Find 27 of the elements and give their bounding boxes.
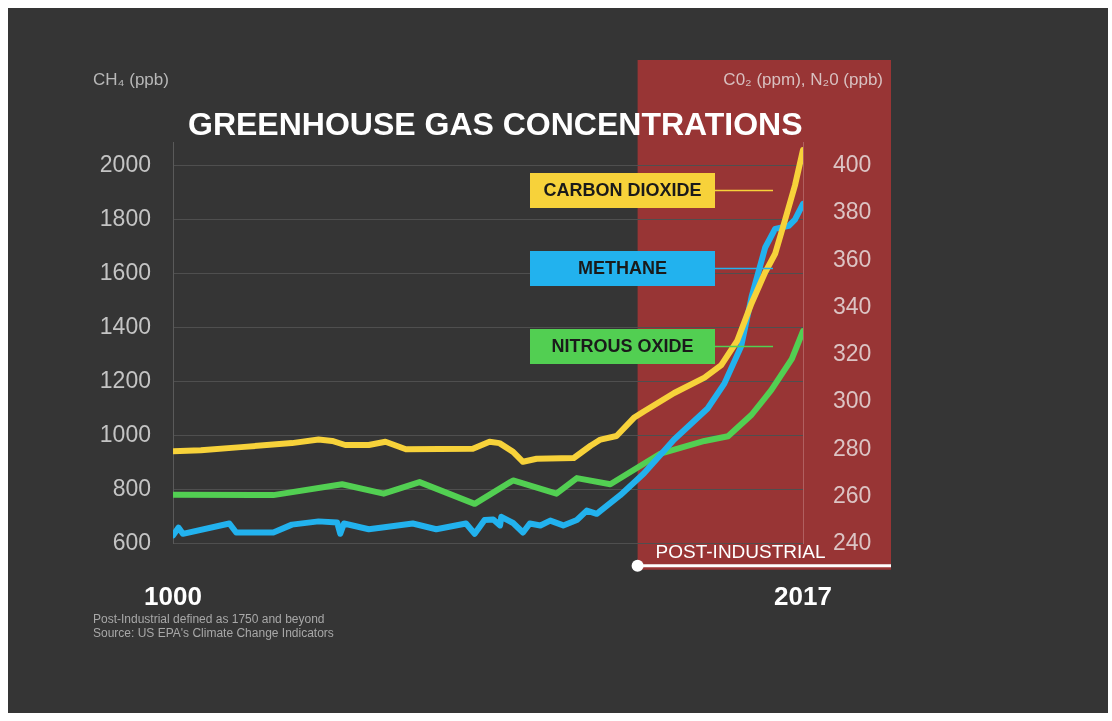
y2-tick-label: 380 [833,198,872,225]
y-tick-label: 600 [112,529,151,556]
y2-tick-label: 280 [833,434,872,461]
y2-tick-label: 320 [833,340,872,367]
legend-label: CARBON DIOXIDE [543,180,702,201]
y-tick-label: 1000 [99,421,151,448]
y2-tick-label: 340 [833,292,872,319]
y2-tick-label: 240 [833,529,872,556]
text: Post-Industrial defined as 1750 and beyond [93,612,325,627]
source-note: Source: US EPA's Climate Change Indicators [93,626,334,641]
y2-tick-label: 300 [833,387,872,414]
y2-tick-label: 260 [833,481,872,508]
y-tick-label: 800 [112,475,151,502]
y-tick-label: 1200 [99,367,151,394]
y-tick-label: 1800 [99,205,151,231]
chart-title: GREENHOUSE GAS CONCENTRATIONS [188,105,803,142]
y2-axis-title: C0₂ (ppm), N₂0 (ppb) [723,69,883,89]
x-tick-label: 2017 [774,580,832,611]
legend-label: NITROUS OXIDE [551,336,694,357]
band-label: POST-INDUSTRIAL [655,540,826,562]
y2-tick-label: 400 [833,150,872,177]
y2-tick-label: 360 [833,245,872,272]
y-tick-label: 1400 [99,313,151,340]
y-tick-label: 1600 [99,259,151,286]
y-axis-title: CH₄ (ppb) [93,69,169,89]
y-tick-label: 2000 [99,150,151,177]
text: METHANE [578,258,667,279]
